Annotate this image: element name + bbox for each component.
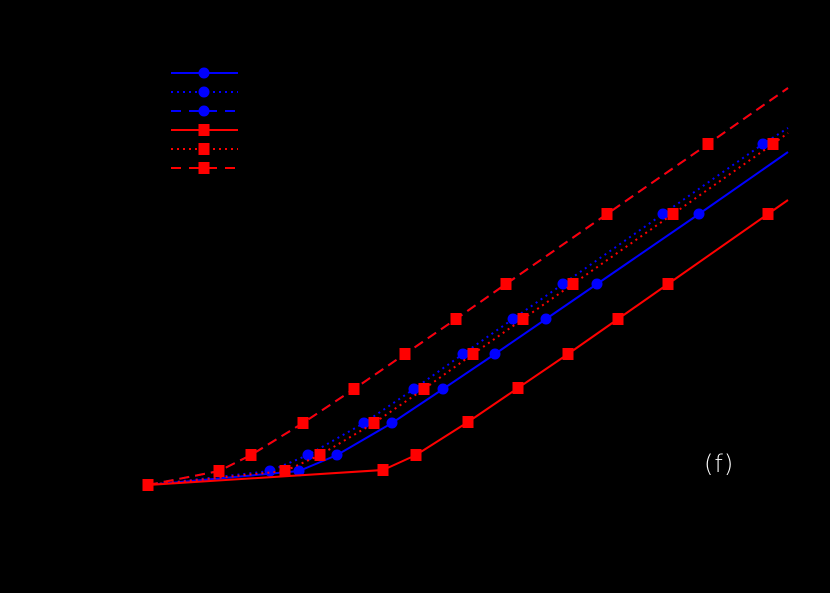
data-point — [702, 138, 714, 150]
data-point — [657, 208, 669, 220]
data-point — [500, 278, 512, 290]
data-point — [662, 278, 674, 290]
data-point — [264, 465, 276, 477]
data-point — [410, 449, 422, 461]
data-point — [557, 278, 569, 290]
data-point — [457, 348, 469, 360]
data-point — [302, 449, 314, 461]
data-point — [377, 464, 389, 476]
series-line — [147, 132, 789, 486]
legend-entry-red-dashed — [171, 162, 238, 174]
data-point — [667, 208, 679, 220]
data-point — [437, 383, 449, 395]
legend-marker — [198, 67, 210, 79]
data-point — [408, 383, 420, 395]
data-point — [757, 138, 769, 150]
data-point — [213, 465, 225, 477]
data-point — [368, 417, 380, 429]
data-point — [245, 449, 257, 461]
data-point — [279, 465, 291, 477]
panel-label: (f) — [704, 450, 735, 478]
legend-entry-red-solid — [171, 124, 238, 136]
series-blue-solid — [142, 151, 789, 491]
data-point — [462, 416, 474, 428]
data-point — [517, 313, 529, 325]
legend — [171, 67, 238, 174]
data-point — [358, 417, 370, 429]
data-point — [386, 417, 398, 429]
data-point — [693, 208, 705, 220]
data-point — [142, 479, 154, 491]
legend-entry-blue-dotted — [171, 86, 238, 98]
series-red-dashed — [142, 87, 789, 491]
data-point — [591, 278, 603, 290]
legend-entry-red-dotted — [171, 143, 238, 155]
data-point — [331, 449, 343, 461]
data-point — [507, 313, 519, 325]
legend-marker — [198, 162, 210, 174]
legend-entry-blue-solid — [171, 67, 238, 79]
data-point — [293, 465, 305, 477]
data-point — [399, 348, 411, 360]
data-point — [450, 313, 462, 325]
data-point — [567, 278, 579, 290]
data-point — [612, 313, 624, 325]
data-point — [314, 449, 326, 461]
legend-marker — [198, 124, 210, 136]
data-point — [348, 383, 360, 395]
series-layer — [142, 87, 789, 491]
legend-marker — [198, 105, 210, 117]
data-point — [297, 417, 309, 429]
data-point — [601, 208, 613, 220]
legend-marker — [198, 86, 210, 98]
data-point — [489, 348, 501, 360]
legend-marker — [198, 143, 210, 155]
series-line — [147, 151, 789, 486]
data-point — [467, 348, 479, 360]
data-point — [418, 383, 430, 395]
data-point — [562, 348, 574, 360]
legend-entry-blue-dashed — [171, 105, 238, 117]
data-point — [767, 138, 779, 150]
data-point — [540, 313, 552, 325]
series-line — [147, 199, 789, 486]
data-point — [762, 208, 774, 220]
data-point — [512, 382, 524, 394]
